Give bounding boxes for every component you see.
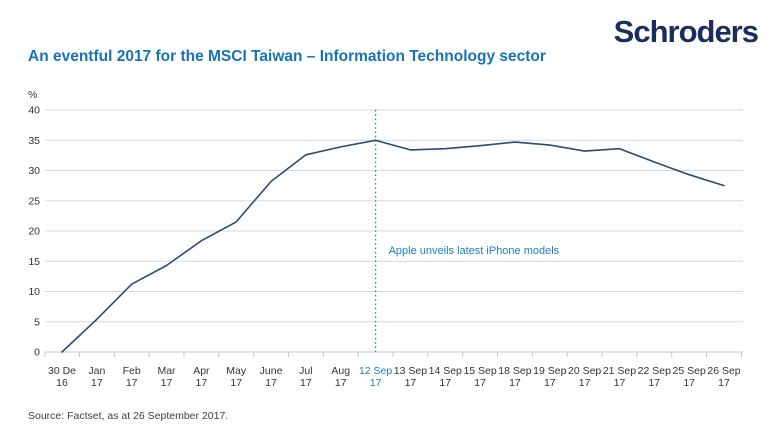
chart-title: An eventful 2017 for the MSCI Taiwan – I… [28,48,546,65]
x-tick-label: 15 Sep 17 [463,365,496,389]
x-tick-label: Jul 17 [299,365,312,389]
y-tick-label: 40 [28,105,40,117]
x-tick-label: June 17 [260,365,283,389]
annotation-label: Apple unveils latest iPhone models [389,245,560,257]
y-axis-unit-label: % [28,89,37,101]
y-tick-label: 5 [34,316,40,328]
x-tick-label: 18 Sep 17 [498,365,531,389]
x-tick-label: 14 Sep 17 [429,365,462,389]
y-tick-label: 30 [28,165,40,177]
series-line [61,139,725,353]
y-tick-label: 0 [34,347,40,359]
x-tick-label: Jan 17 [88,365,105,389]
x-tick-label: May 17 [226,365,247,389]
y-tick-label: 10 [28,286,40,298]
y-tick-label: 35 [28,135,40,147]
x-tick-label: 25 Sep 17 [673,365,706,389]
x-tick-label: 30 De 16 [48,365,76,389]
y-tick-label: 20 [28,226,40,238]
x-tick-label: Aug 17 [331,365,350,389]
x-tick-label: 26 Sep 17 [707,365,740,389]
x-tick-label: Mar 17 [157,365,176,389]
chart-area: % 0 5 10 15 20 25 30 35 40 Apple unveils latest iP… [0,85,771,405]
performance-line-chart: % 0 5 10 15 20 25 30 35 40 Apple unveils latest iP… [28,89,743,389]
y-tick-label: 15 [28,256,40,268]
x-tick-label: 22 Sep 17 [638,365,671,389]
x-tick-label: 21 Sep 17 [603,365,636,389]
x-tick-label: 20 Sep 17 [568,365,601,389]
schroders-logo: Schroders [613,14,759,49]
x-tick-label: Apr 17 [193,365,210,389]
x-tick-label: 13 Sep 17 [394,365,427,389]
x-tick-label: 19 Sep 17 [533,365,566,389]
x-tick-label: Feb 17 [123,365,141,389]
y-tick-label: 25 [28,195,40,207]
x-tick-label-highlighted: 12 Sep 17 [359,365,392,389]
source-note: Source: Factset, as at 26 September 2017… [28,410,229,422]
